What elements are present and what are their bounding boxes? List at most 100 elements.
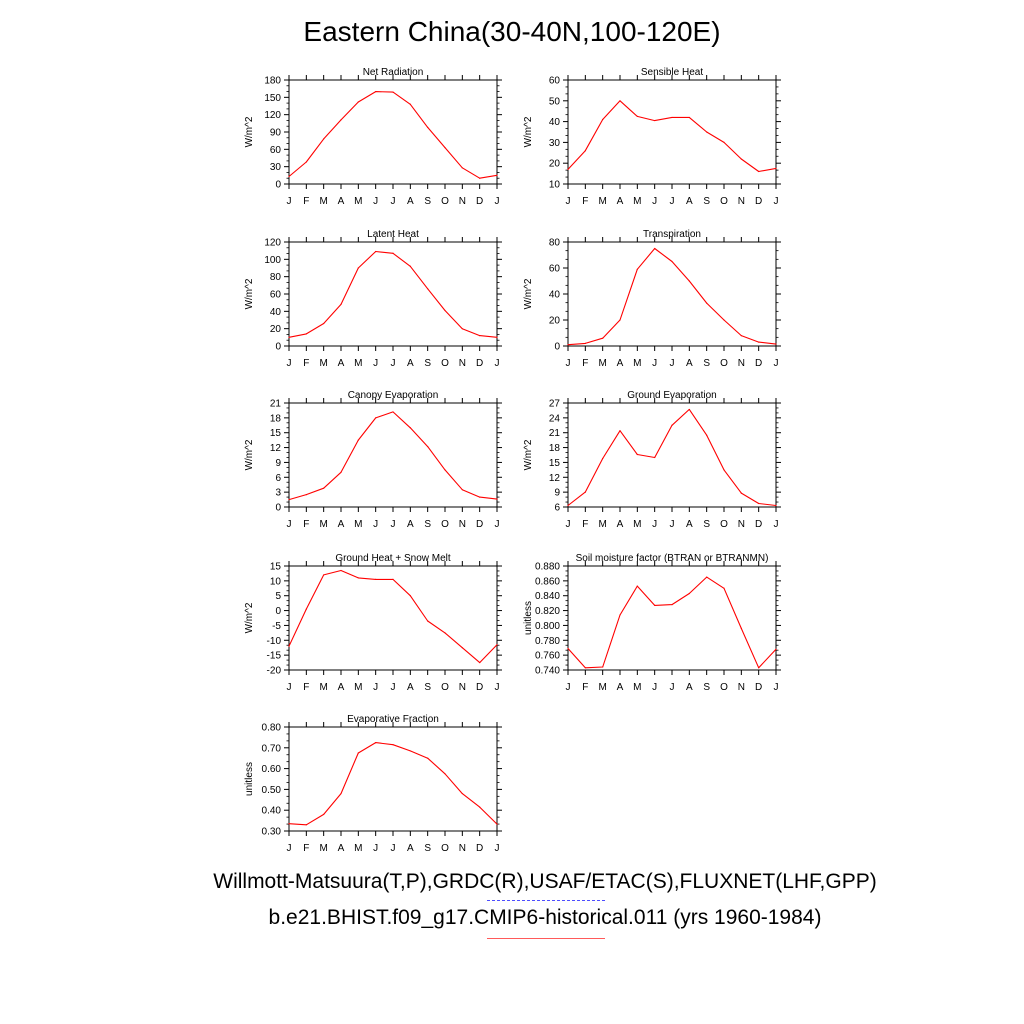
x-tick-label: J bbox=[373, 358, 378, 369]
x-tick-label: J bbox=[391, 519, 396, 530]
model-legend-line bbox=[487, 938, 605, 939]
y-tick-label: 6 bbox=[554, 503, 560, 514]
y-tick-label: -5 bbox=[272, 621, 281, 632]
data-point bbox=[427, 757, 429, 759]
data-point bbox=[584, 491, 586, 493]
data-point bbox=[479, 806, 481, 808]
y-tick-label: -15 bbox=[267, 651, 282, 662]
x-tick-label: D bbox=[476, 358, 483, 369]
x-tick-label: M bbox=[598, 682, 606, 693]
x-tick-label: S bbox=[703, 682, 710, 693]
y-tick-label: 0.740 bbox=[535, 666, 560, 677]
data-point bbox=[409, 103, 411, 105]
x-tick-label: F bbox=[303, 682, 309, 693]
data-point bbox=[427, 126, 429, 128]
chart-panel: Ground Heat + Snow Melt W/m^2 -20 -15 -10 -5 0… bbox=[244, 553, 502, 693]
data-point bbox=[444, 147, 446, 149]
data-point bbox=[288, 498, 290, 501]
x-tick-label: J bbox=[287, 682, 292, 693]
series-line bbox=[567, 576, 777, 669]
x-tick-label: O bbox=[720, 519, 728, 530]
data-point bbox=[357, 101, 359, 103]
x-tick-label: O bbox=[441, 519, 449, 530]
data-point bbox=[305, 161, 307, 163]
data-point bbox=[496, 174, 498, 176]
model-legend-label: b.e21.BHIST.f09_g17.CMIP6-historical.011… bbox=[268, 906, 822, 929]
x-tick-label: J bbox=[495, 358, 500, 369]
data-point bbox=[444, 773, 446, 775]
data-point bbox=[671, 116, 673, 119]
x-tick-label: S bbox=[424, 358, 431, 369]
x-tick-label: S bbox=[424, 843, 431, 854]
x-tick-label: M bbox=[354, 843, 362, 854]
x-tick-label: J bbox=[566, 682, 571, 693]
data-point bbox=[323, 487, 325, 489]
data-point bbox=[758, 341, 760, 343]
x-tick-label: J bbox=[566, 519, 571, 530]
data-point bbox=[619, 100, 621, 102]
data-point bbox=[688, 592, 690, 595]
data-point bbox=[357, 439, 359, 441]
data-point bbox=[479, 335, 481, 337]
y-tick-label: 50 bbox=[549, 96, 561, 107]
x-tick-label: O bbox=[441, 682, 449, 693]
data-point bbox=[305, 333, 307, 335]
data-point bbox=[654, 456, 656, 459]
x-tick-label: D bbox=[476, 196, 483, 207]
data-point bbox=[305, 608, 307, 610]
x-tick-label: N bbox=[459, 196, 466, 207]
data-point bbox=[740, 335, 742, 337]
plot-frame bbox=[288, 79, 498, 185]
y-tick-label: 150 bbox=[264, 93, 281, 104]
panel-title: Ground Evaporation bbox=[627, 390, 717, 401]
x-tick-label: A bbox=[338, 519, 345, 530]
x-tick-label: J bbox=[566, 196, 571, 207]
y-tick-label: 15 bbox=[549, 458, 561, 469]
data-point bbox=[496, 644, 498, 646]
y-tick-label: 30 bbox=[270, 162, 282, 173]
x-tick-label: D bbox=[476, 519, 483, 530]
data-point bbox=[288, 645, 290, 647]
y-tick-label: 10 bbox=[549, 180, 561, 191]
y-axis-label: W/m^2 bbox=[244, 116, 255, 147]
data-point bbox=[461, 167, 463, 169]
x-tick-label: D bbox=[476, 682, 483, 693]
data-point bbox=[636, 268, 638, 270]
x-tick-label: M bbox=[598, 519, 606, 530]
x-tick-label: J bbox=[774, 519, 779, 530]
data-point bbox=[775, 504, 777, 507]
y-tick-label: 80 bbox=[270, 272, 282, 283]
plot-frame bbox=[567, 565, 777, 671]
x-tick-label: A bbox=[407, 843, 414, 854]
x-tick-label: J bbox=[495, 843, 500, 854]
x-tick-label: D bbox=[476, 843, 483, 854]
x-tick-label: J bbox=[670, 682, 675, 693]
y-tick-label: 0.760 bbox=[535, 651, 560, 662]
data-point bbox=[671, 424, 673, 426]
panel-title: Soil moisture factor (BTRAN or BTRANMN) bbox=[576, 553, 769, 564]
x-tick-label: N bbox=[738, 196, 745, 207]
data-point bbox=[323, 138, 325, 140]
panel-title: Transpiration bbox=[643, 229, 701, 240]
data-point bbox=[375, 90, 377, 93]
data-point bbox=[636, 453, 638, 456]
data-point bbox=[496, 336, 498, 338]
data-point bbox=[567, 344, 569, 346]
data-point bbox=[496, 823, 498, 825]
y-tick-label: 20 bbox=[549, 316, 561, 327]
x-tick-label: A bbox=[407, 358, 414, 369]
x-tick-label: O bbox=[720, 682, 728, 693]
x-tick-label: N bbox=[459, 358, 466, 369]
x-tick-label: J bbox=[566, 358, 571, 369]
data-point bbox=[706, 131, 708, 133]
x-tick-label: F bbox=[303, 843, 309, 854]
x-tick-label: M bbox=[633, 682, 641, 693]
data-point bbox=[427, 288, 429, 290]
x-tick-label: J bbox=[495, 519, 500, 530]
data-point bbox=[340, 569, 342, 572]
y-tick-label: -10 bbox=[267, 636, 282, 647]
x-tick-label: M bbox=[319, 682, 327, 693]
